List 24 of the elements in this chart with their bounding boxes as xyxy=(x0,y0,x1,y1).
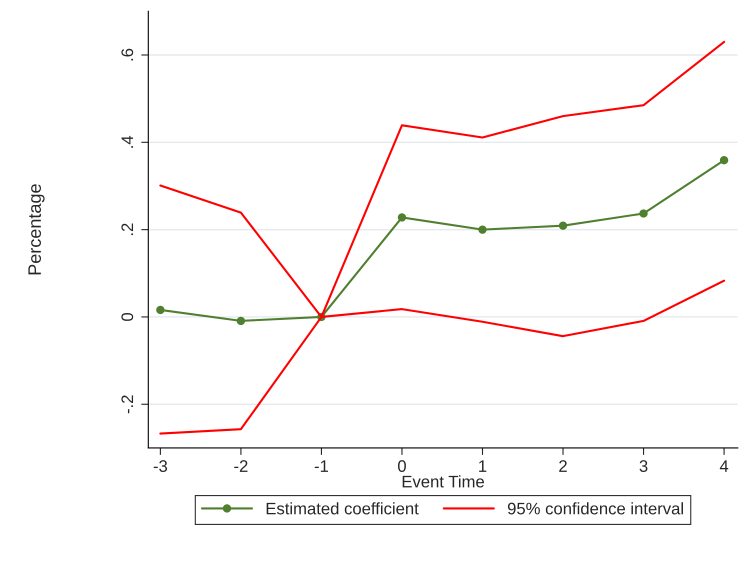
legend-label: Estimated coefficient xyxy=(266,502,419,514)
point xyxy=(478,225,487,234)
x-tick-label: 3 xyxy=(640,460,648,472)
y-tick-label: .2 xyxy=(121,224,134,236)
y-axis-title: Percentage xyxy=(28,184,45,274)
x-tick-label: 2 xyxy=(559,460,567,472)
x-tick-label: -1 xyxy=(314,460,328,472)
x-axis-title: Event Time xyxy=(402,475,484,488)
y-tick-label: .6 xyxy=(121,48,134,60)
x-tick-label: -3 xyxy=(154,460,168,472)
y-tick-label: -.2 xyxy=(121,395,134,414)
point xyxy=(639,209,648,218)
x-tick-label: 0 xyxy=(398,460,406,472)
y-tick-label: .4 xyxy=(122,136,134,148)
x-tick-label: 4 xyxy=(720,460,728,472)
legend-label: 95% confidence interval xyxy=(508,502,683,514)
y-tick-label: 0 xyxy=(121,312,134,321)
point xyxy=(398,213,406,222)
point xyxy=(558,222,568,230)
x-tick-label: 1 xyxy=(479,460,486,472)
point xyxy=(236,316,246,326)
point xyxy=(156,306,165,314)
x-tick-label: -2 xyxy=(234,460,248,472)
point xyxy=(720,156,728,164)
